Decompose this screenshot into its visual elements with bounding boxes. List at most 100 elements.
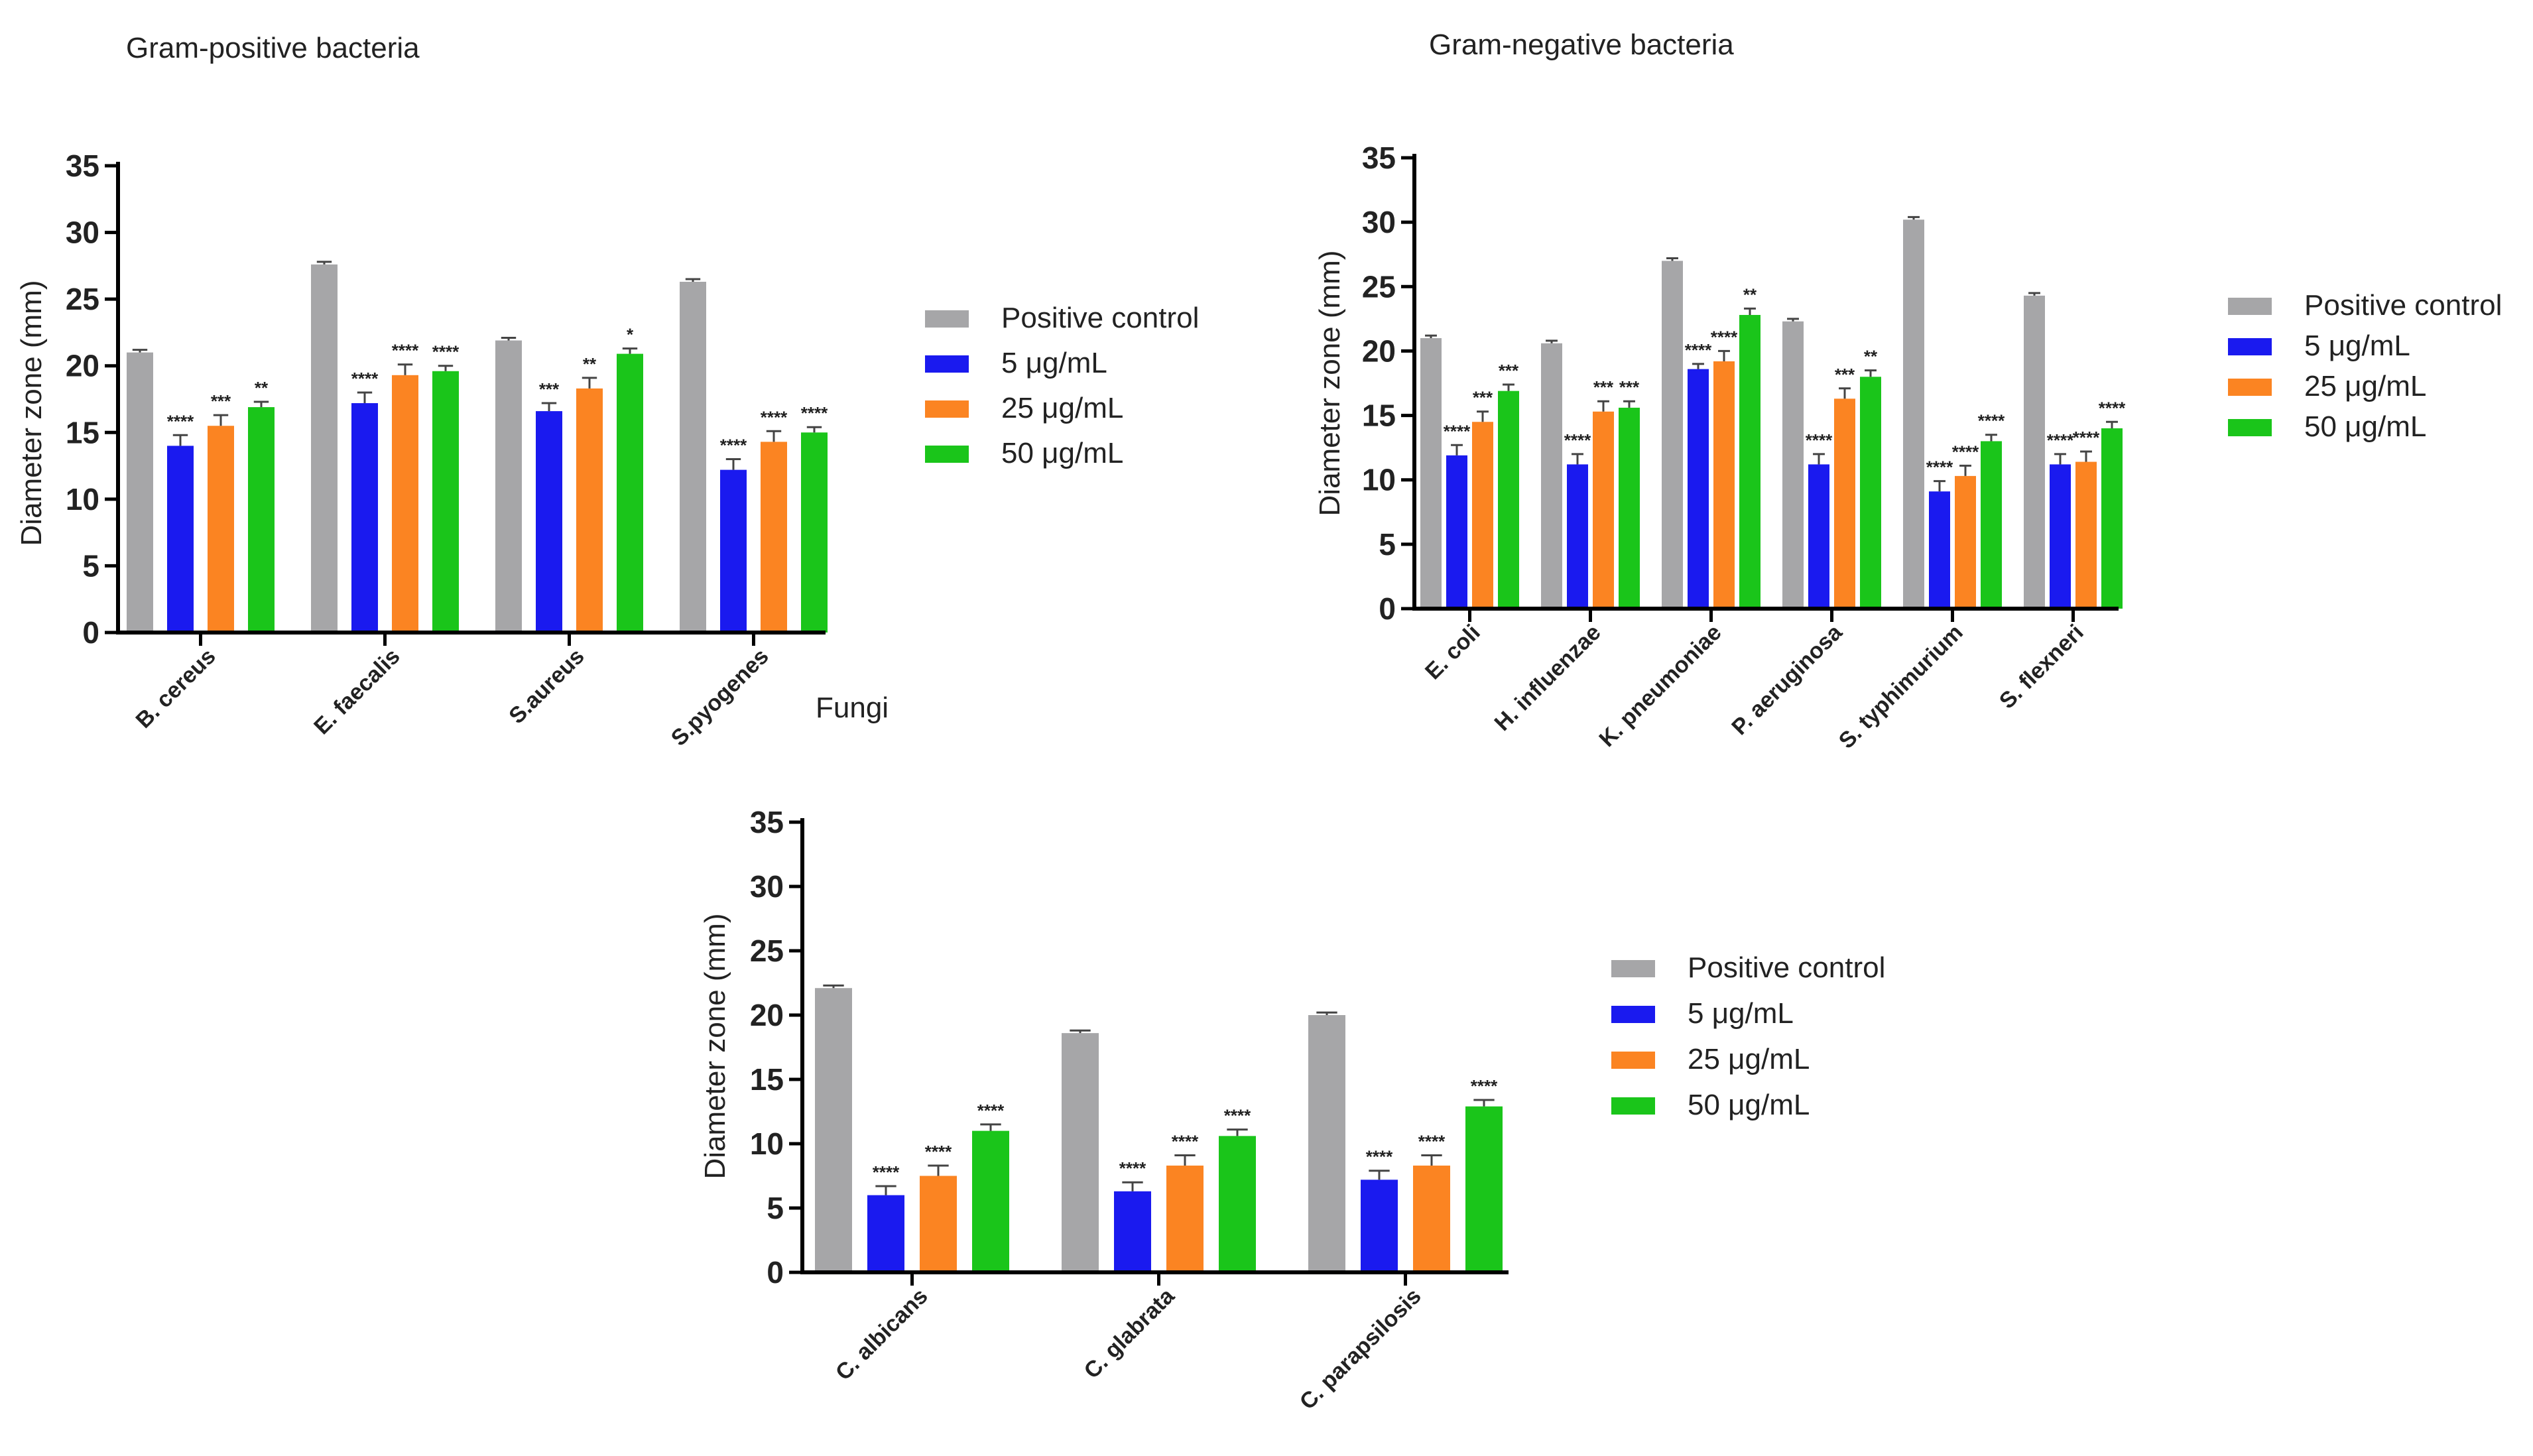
- bar-e-faecalis-5-g-ml: [351, 403, 378, 633]
- bar-b-cereus-positive-control: [127, 352, 153, 633]
- significance-s-aureus-50-g-ml: *: [627, 325, 634, 345]
- bar-h-influenzae-50-g-ml: [1619, 407, 1640, 609]
- y-tick-label-15: 15: [66, 415, 99, 450]
- bar-e-faecalis-positive-control: [311, 264, 338, 633]
- panel-title-gram-negative: Gram-negative bacteria: [1429, 29, 1734, 61]
- y-tick-label-0: 0: [82, 615, 99, 650]
- significance-s-aureus-5-g-ml: ***: [539, 379, 560, 399]
- significance-s-pyogenes-50-g-ml: ****: [801, 403, 828, 423]
- significance-c-albicans-50-g-ml: ****: [977, 1101, 1005, 1121]
- bar-p-aeruginosa-5-g-ml: [1808, 464, 1829, 609]
- bar-s-aureus-5-g-ml: [536, 411, 562, 633]
- legend-label-5-g-ml: 5 μg/mL: [2304, 330, 2410, 362]
- significance-c-parapsilosis-5-g-ml: ****: [1366, 1147, 1393, 1167]
- bar-e-coli-positive-control: [1420, 338, 1442, 609]
- y-axis-title-gram-negative: Diameter zone (mm): [1314, 251, 1346, 516]
- bar-k-pneumoniae-5-g-ml: [1688, 369, 1709, 609]
- legend-label-25-g-ml: 25 μg/mL: [1001, 392, 1123, 424]
- chart-gram-negative: Gram-negative bacteria Diameter zone (mm…: [1314, 29, 2502, 754]
- significance-c-albicans-25-g-ml: ****: [925, 1142, 952, 1162]
- legend-label-positive-control: Positive control: [1688, 951, 1885, 984]
- legend-swatch-50-g-ml: [1611, 1097, 1655, 1115]
- legend-swatch-positive-control: [1611, 960, 1655, 977]
- panel-title-gram-positive: Gram-positive bacteria: [126, 32, 420, 64]
- significance-e-coli-5-g-ml: ****: [1444, 421, 1471, 441]
- bar-c-parapsilosis-positive-control: [1308, 1015, 1345, 1272]
- bar-s-typhimurium-25-g-ml: [1955, 475, 1976, 609]
- bar-h-influenzae-25-g-ml: [1593, 411, 1614, 609]
- significance-s-typhimurium-5-g-ml: ****: [1926, 457, 1953, 477]
- bar-s-aureus-50-g-ml: [617, 353, 643, 633]
- bar-c-albicans-25-g-ml: [920, 1176, 957, 1272]
- bar-h-influenzae-positive-control: [1541, 343, 1562, 609]
- bar-b-cereus-25-g-ml: [208, 426, 234, 633]
- legend-label-positive-control: Positive control: [2304, 289, 2502, 322]
- significance-s-flexneri-50-g-ml: ****: [2099, 398, 2126, 418]
- legend-swatch-5-g-ml: [2228, 338, 2272, 355]
- y-tick-label-10: 10: [66, 482, 99, 516]
- significance-s-flexneri-5-g-ml: ****: [2047, 430, 2074, 450]
- bar-s-flexneri-25-g-ml: [2075, 461, 2097, 609]
- y-tick-label-25: 25: [750, 934, 784, 968]
- legend-label-50-g-ml: 50 μg/mL: [1688, 1089, 1810, 1121]
- legend-label-5-g-ml: 5 μg/mL: [1688, 997, 1794, 1030]
- legend-label-25-g-ml: 25 μg/mL: [1688, 1043, 1810, 1075]
- x-tick-label-k-pneumoniae: K. pneumoniae: [1594, 620, 1726, 752]
- x-tick-label-p-aeruginosa: P. aeruginosa: [1727, 619, 1847, 740]
- significance-c-glabrata-25-g-ml: ****: [1172, 1131, 1199, 1151]
- y-tick-label-30: 30: [1362, 205, 1396, 239]
- bar-p-aeruginosa-50-g-ml: [1860, 377, 1881, 609]
- y-tick-label-5: 5: [1379, 527, 1396, 562]
- y-tick-label-10: 10: [750, 1126, 784, 1161]
- y-axis-title-gram-positive: Diameter zone (mm): [15, 280, 48, 546]
- bar-s-pyogenes-50-g-ml: [801, 432, 828, 633]
- significance-s-typhimurium-50-g-ml: ****: [1978, 411, 2005, 431]
- y-tick-label-25: 25: [1362, 269, 1396, 304]
- bar-c-albicans-50-g-ml: [972, 1130, 1009, 1272]
- y-tick-label-0: 0: [1379, 591, 1396, 626]
- bar-k-pneumoniae-positive-control: [1662, 261, 1683, 609]
- significance-h-influenzae-25-g-ml: ***: [1593, 377, 1614, 397]
- y-tick-label-30: 30: [66, 215, 99, 250]
- panel-title-fungi: Fungi: [816, 692, 889, 724]
- significance-s-pyogenes-5-g-ml: ****: [720, 436, 747, 455]
- x-tick-label-b-cereus: B. cereus: [131, 644, 221, 733]
- bar-e-coli-5-g-ml: [1446, 455, 1467, 609]
- significance-c-albicans-5-g-ml: ****: [873, 1162, 900, 1182]
- x-tick-label-s-aureus: S.aureus: [504, 644, 589, 729]
- legend-swatch-positive-control: [925, 310, 969, 328]
- y-tick-label-35: 35: [750, 805, 784, 839]
- significance-c-parapsilosis-25-g-ml: ****: [1418, 1131, 1446, 1151]
- y-tick-label-10: 10: [1362, 463, 1396, 497]
- x-tick-label-s-flexneri: S. flexneri: [1995, 620, 2089, 714]
- significance-e-coli-25-g-ml: ***: [1473, 388, 1493, 408]
- significance-b-cereus-5-g-ml: ****: [167, 411, 194, 431]
- bar-s-flexneri-positive-control: [2024, 295, 2045, 609]
- bar-s-aureus-positive-control: [495, 340, 522, 633]
- y-tick-label-5: 5: [767, 1191, 784, 1225]
- legend-swatch-5-g-ml: [1611, 1006, 1655, 1023]
- legend-swatch-positive-control: [2228, 298, 2272, 315]
- significance-s-pyogenes-25-g-ml: ****: [761, 407, 788, 427]
- x-tick-label-h-influenzae: H. influenzae: [1490, 620, 1606, 736]
- significance-e-faecalis-50-g-ml: ****: [432, 342, 460, 362]
- y-tick-label-20: 20: [1362, 334, 1396, 368]
- legend-swatch-25-g-ml: [2228, 379, 2272, 396]
- x-tick-label-s-pyogenes: S.pyogenes: [666, 644, 774, 751]
- legend-label-positive-control: Positive control: [1001, 302, 1199, 334]
- y-tick-label-15: 15: [750, 1062, 784, 1097]
- x-tick-label-c-albicans: C. albicans: [831, 1284, 933, 1386]
- bar-e-faecalis-25-g-ml: [392, 375, 418, 633]
- bar-c-albicans-5-g-ml: [867, 1195, 904, 1272]
- significance-e-coli-50-g-ml: ***: [1499, 361, 1519, 381]
- y-tick-label-20: 20: [66, 349, 99, 383]
- bar-s-pyogenes-5-g-ml: [720, 469, 747, 633]
- bar-s-flexneri-50-g-ml: [2101, 428, 2123, 609]
- significance-h-influenzae-5-g-ml: ****: [1564, 430, 1591, 450]
- bar-c-parapsilosis-5-g-ml: [1361, 1180, 1398, 1272]
- x-tick-label-e-coli: E. coli: [1420, 620, 1485, 685]
- bar-k-pneumoniae-25-g-ml: [1713, 361, 1735, 609]
- y-tick-label-20: 20: [750, 998, 784, 1032]
- legend-label-50-g-ml: 50 μg/mL: [1001, 437, 1123, 469]
